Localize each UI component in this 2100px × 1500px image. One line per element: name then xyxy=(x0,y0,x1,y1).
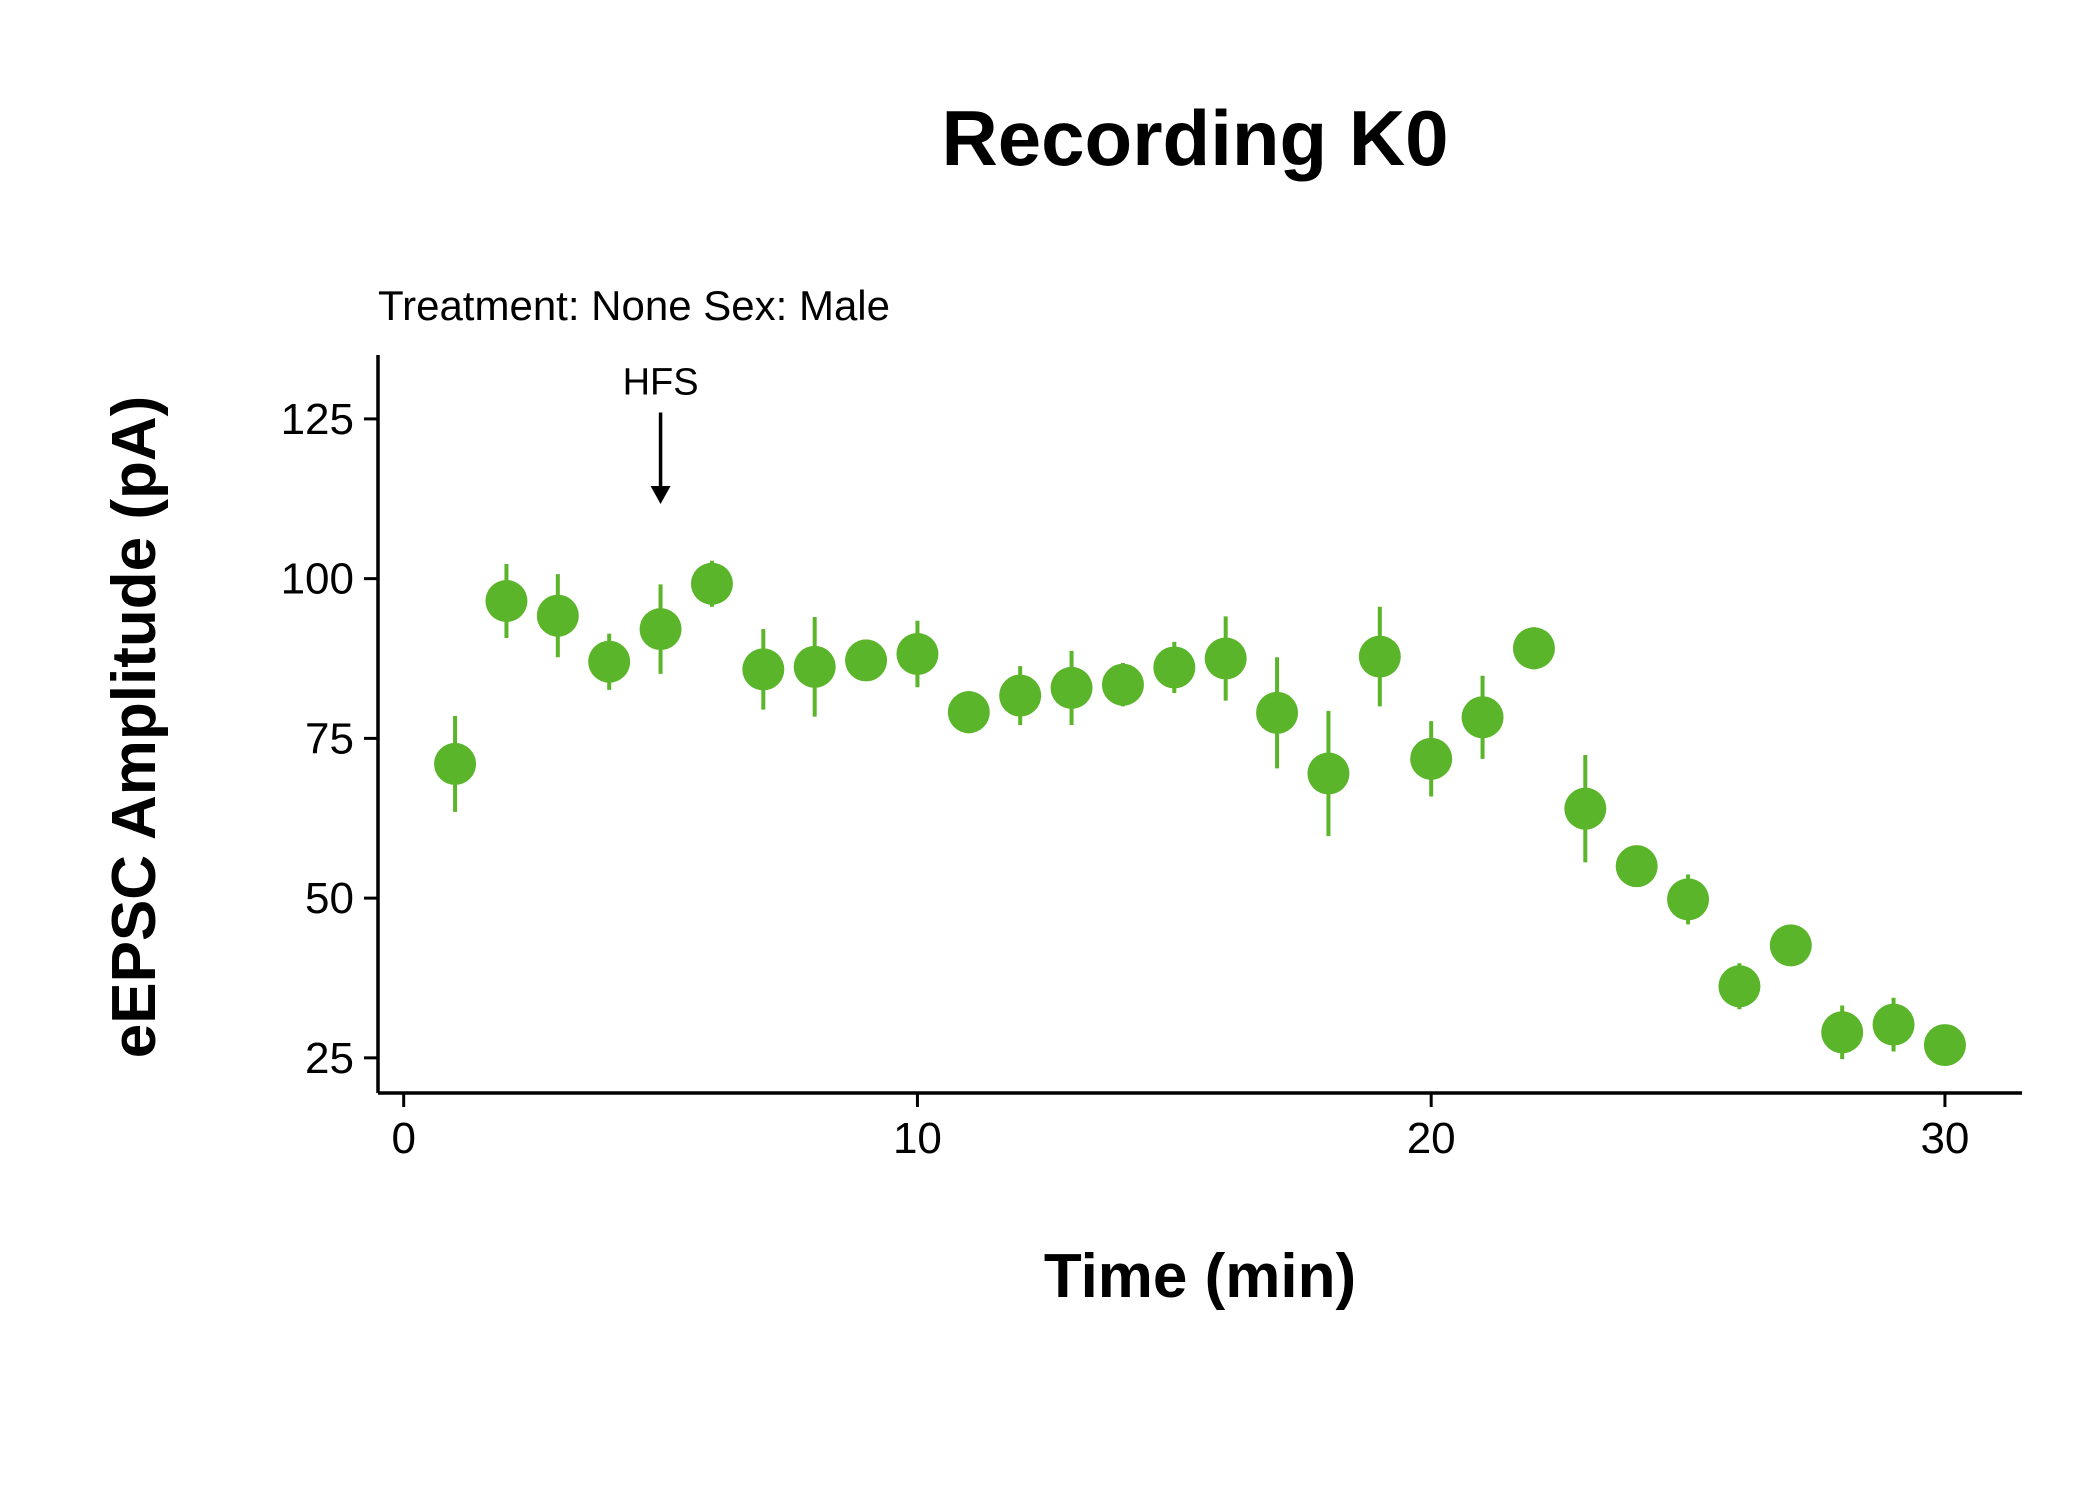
data-point xyxy=(1410,737,1453,780)
data-point xyxy=(1461,696,1504,739)
chart-title: Recording K0 xyxy=(941,94,1448,182)
data-point xyxy=(1512,627,1555,670)
data-point xyxy=(1050,666,1093,709)
data-point xyxy=(1358,635,1401,678)
data-point xyxy=(1564,787,1607,830)
data-point xyxy=(947,691,990,734)
data-point xyxy=(999,674,1042,717)
data-point xyxy=(1101,663,1144,706)
data-point xyxy=(896,633,939,676)
x-tick-label: 10 xyxy=(893,1114,942,1163)
x-tick-label: 30 xyxy=(1920,1114,1969,1163)
data-point xyxy=(1923,1024,1966,1067)
x-tick-label: 0 xyxy=(391,1114,415,1163)
x-axis-ticks: 0 10 20 30 xyxy=(391,1093,1969,1163)
data-point xyxy=(485,580,528,622)
data-point xyxy=(536,594,579,637)
chart-subtitle: Treatment: None Sex: Male xyxy=(378,282,890,329)
y-tick-label: 125 xyxy=(281,395,354,444)
y-axis-ticks: 25 50 75 100 125 xyxy=(281,395,378,1083)
y-tick-label: 25 xyxy=(305,1034,354,1083)
data-point xyxy=(1204,637,1247,680)
data-point xyxy=(1153,646,1196,689)
y-axis-title: eEPSC Amplitude (pA) xyxy=(100,396,169,1059)
data-point xyxy=(1615,845,1658,888)
x-tick-label: 20 xyxy=(1407,1114,1456,1163)
data-point xyxy=(434,742,477,785)
data-point xyxy=(1667,878,1710,921)
x-axis-title: Time (min) xyxy=(1044,1242,1356,1311)
data-point xyxy=(639,608,682,651)
data-point xyxy=(1769,924,1812,967)
data-point xyxy=(690,562,733,605)
data-point xyxy=(1256,691,1299,734)
data-point xyxy=(1307,752,1350,795)
data-point xyxy=(588,640,631,683)
data-point xyxy=(1821,1011,1864,1054)
hfs-label: HFS xyxy=(623,362,699,404)
data-point xyxy=(1872,1003,1915,1046)
data-points xyxy=(434,560,1966,1067)
data-point xyxy=(845,639,888,682)
data-point xyxy=(793,645,836,688)
hfs-annotation: HFS xyxy=(623,362,699,504)
data-point xyxy=(742,648,785,691)
y-tick-label: 50 xyxy=(305,874,354,923)
data-point xyxy=(1718,965,1761,1008)
y-tick-label: 100 xyxy=(281,555,354,604)
y-tick-label: 75 xyxy=(305,714,354,763)
hfs-arrow-head xyxy=(650,485,671,504)
